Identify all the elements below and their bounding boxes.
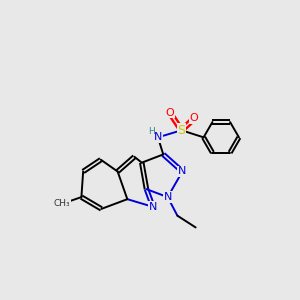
Text: S: S [178,124,185,137]
Text: N: N [154,132,162,142]
Text: N: N [149,202,157,212]
Text: O: O [165,108,174,118]
Text: N: N [178,167,187,176]
Text: CH₃: CH₃ [53,200,70,208]
Text: N: N [164,192,172,202]
Text: H: H [148,127,155,136]
Text: O: O [190,113,199,124]
